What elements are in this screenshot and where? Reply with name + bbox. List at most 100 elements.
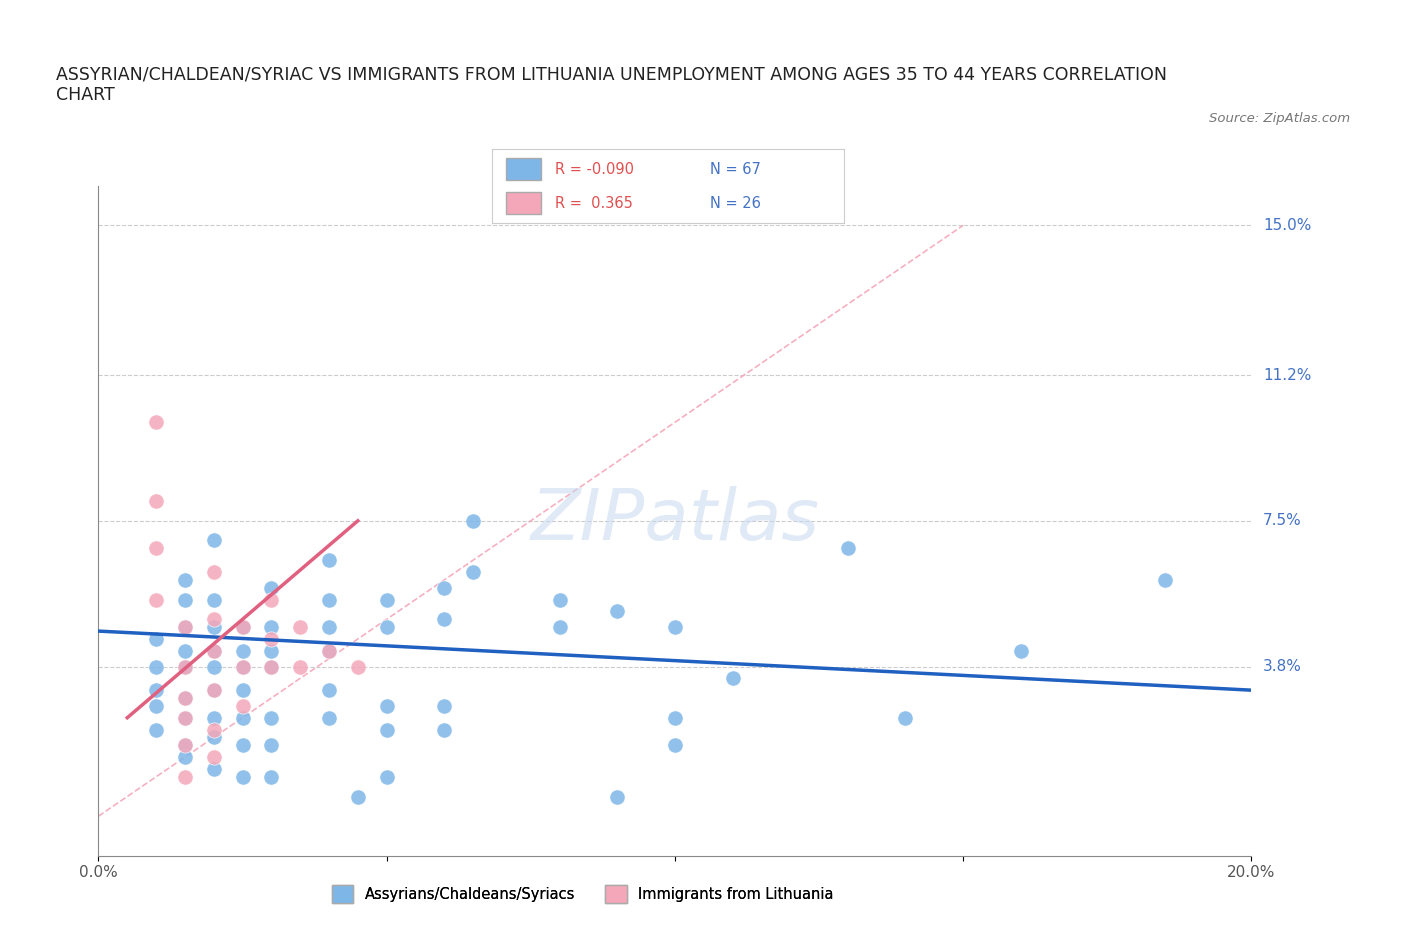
Point bbox=[433, 580, 456, 595]
Point bbox=[461, 565, 484, 579]
Point bbox=[318, 644, 340, 658]
FancyBboxPatch shape bbox=[506, 158, 541, 180]
Point bbox=[346, 659, 368, 674]
Point bbox=[174, 573, 197, 588]
Text: N = 26: N = 26 bbox=[710, 196, 761, 211]
Point bbox=[290, 619, 312, 634]
Text: R =  0.365: R = 0.365 bbox=[555, 196, 633, 211]
Text: ZIPatlas: ZIPatlas bbox=[530, 486, 820, 555]
Point bbox=[260, 659, 283, 674]
Point bbox=[318, 644, 340, 658]
Point bbox=[837, 541, 859, 556]
Point bbox=[664, 619, 686, 634]
Point bbox=[202, 762, 225, 777]
Point bbox=[174, 737, 197, 752]
Point bbox=[174, 592, 197, 607]
Point bbox=[145, 659, 167, 674]
Point bbox=[290, 659, 312, 674]
Point bbox=[231, 619, 254, 634]
Point bbox=[1010, 644, 1032, 658]
Point bbox=[174, 644, 197, 658]
Point bbox=[894, 711, 917, 725]
FancyBboxPatch shape bbox=[506, 192, 541, 214]
Point bbox=[260, 737, 283, 752]
Point bbox=[375, 619, 398, 634]
Point bbox=[346, 789, 368, 804]
Point bbox=[433, 722, 456, 737]
Point bbox=[318, 619, 340, 634]
Point bbox=[231, 711, 254, 725]
Text: ASSYRIAN/CHALDEAN/SYRIAC VS IMMIGRANTS FROM LITHUANIA UNEMPLOYMENT AMONG AGES 35: ASSYRIAN/CHALDEAN/SYRIAC VS IMMIGRANTS F… bbox=[56, 65, 1167, 104]
Text: 15.0%: 15.0% bbox=[1263, 218, 1312, 232]
Point bbox=[231, 659, 254, 674]
Text: 3.8%: 3.8% bbox=[1263, 659, 1302, 674]
Point bbox=[375, 769, 398, 784]
Point bbox=[202, 592, 225, 607]
Text: N = 67: N = 67 bbox=[710, 162, 761, 177]
Point bbox=[231, 659, 254, 674]
Legend: Assyrians/Chaldeans/Syriacs, Immigrants from Lithuania: Assyrians/Chaldeans/Syriacs, Immigrants … bbox=[326, 879, 839, 909]
Point bbox=[202, 659, 225, 674]
Point bbox=[231, 683, 254, 698]
Text: Source: ZipAtlas.com: Source: ZipAtlas.com bbox=[1209, 112, 1350, 125]
Text: 11.2%: 11.2% bbox=[1263, 367, 1312, 382]
Point bbox=[174, 750, 197, 764]
Point bbox=[202, 612, 225, 627]
Point bbox=[174, 711, 197, 725]
Point bbox=[260, 580, 283, 595]
Point bbox=[260, 659, 283, 674]
Point bbox=[664, 711, 686, 725]
Point bbox=[721, 671, 744, 685]
Point bbox=[260, 769, 283, 784]
Point bbox=[606, 604, 628, 618]
Point bbox=[231, 737, 254, 752]
Point bbox=[260, 631, 283, 646]
Text: 7.5%: 7.5% bbox=[1263, 513, 1302, 528]
Point bbox=[375, 698, 398, 713]
Point bbox=[433, 612, 456, 627]
Point bbox=[260, 619, 283, 634]
Point bbox=[231, 644, 254, 658]
Point bbox=[145, 631, 167, 646]
Point bbox=[548, 619, 571, 634]
Point bbox=[202, 619, 225, 634]
Point bbox=[145, 722, 167, 737]
Point bbox=[318, 711, 340, 725]
Point bbox=[318, 592, 340, 607]
Point bbox=[375, 722, 398, 737]
Point bbox=[202, 644, 225, 658]
Point bbox=[174, 691, 197, 706]
Point bbox=[202, 644, 225, 658]
Point bbox=[202, 683, 225, 698]
Point bbox=[202, 730, 225, 745]
Point bbox=[231, 698, 254, 713]
Point bbox=[145, 494, 167, 509]
Point bbox=[260, 644, 283, 658]
Point bbox=[174, 619, 197, 634]
Point bbox=[202, 683, 225, 698]
Point bbox=[202, 722, 225, 737]
Point bbox=[174, 659, 197, 674]
Point bbox=[606, 789, 628, 804]
Point bbox=[174, 737, 197, 752]
Point bbox=[1153, 573, 1175, 588]
Point bbox=[664, 737, 686, 752]
Point bbox=[318, 552, 340, 567]
Point bbox=[174, 769, 197, 784]
Point bbox=[231, 769, 254, 784]
Point bbox=[548, 592, 571, 607]
Point bbox=[202, 565, 225, 579]
Point bbox=[145, 541, 167, 556]
Point bbox=[174, 691, 197, 706]
Point bbox=[145, 415, 167, 430]
Text: R = -0.090: R = -0.090 bbox=[555, 162, 634, 177]
Point bbox=[145, 698, 167, 713]
Point bbox=[174, 711, 197, 725]
Point bbox=[174, 619, 197, 634]
Point bbox=[231, 619, 254, 634]
Point bbox=[433, 698, 456, 713]
Point bbox=[461, 513, 484, 528]
Point bbox=[174, 659, 197, 674]
Point bbox=[318, 683, 340, 698]
Point bbox=[145, 683, 167, 698]
